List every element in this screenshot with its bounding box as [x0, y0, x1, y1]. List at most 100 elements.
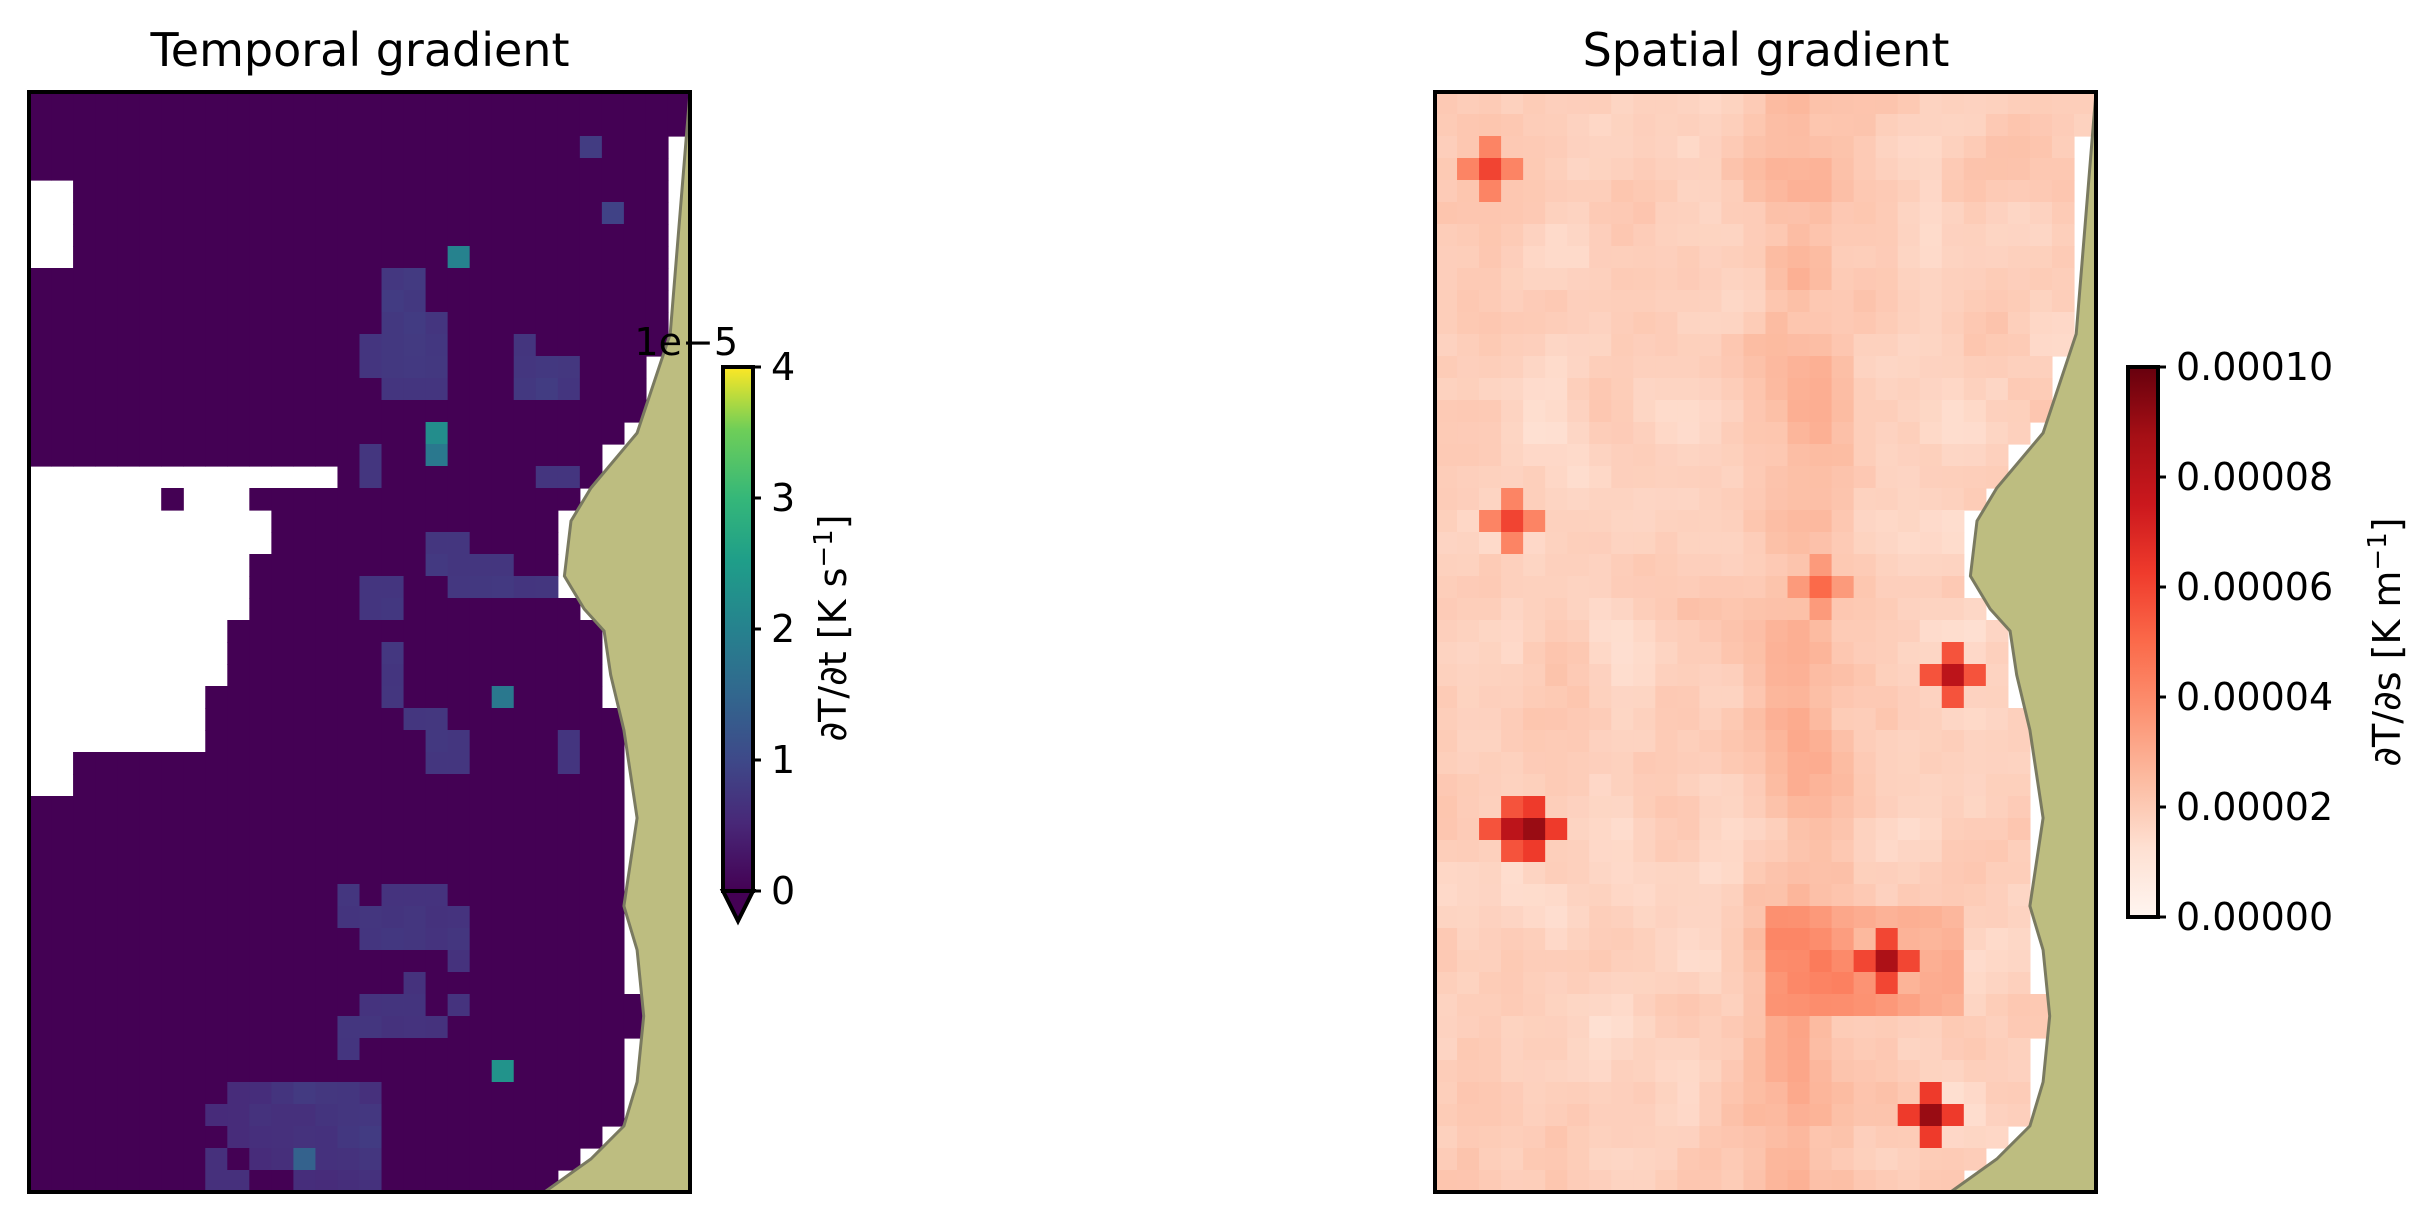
heatmap-cell [51, 444, 74, 467]
heatmap-cell [161, 1060, 184, 1083]
heatmap-cell [381, 466, 405, 489]
heatmap-cell [249, 1126, 272, 1149]
heatmap-cell [491, 884, 515, 907]
heatmap-cell [513, 488, 537, 511]
heatmap-cell [227, 224, 250, 247]
heatmap-cell [271, 906, 294, 929]
heatmap-cell [1721, 928, 1745, 951]
heatmap-cell [1919, 488, 1943, 511]
heatmap-cell [1721, 268, 1745, 291]
heatmap-cell [73, 994, 96, 1017]
heatmap-cell [1875, 158, 1899, 181]
heatmap-cell [1523, 598, 1546, 621]
heatmap-cell [161, 972, 184, 995]
heatmap-cell [293, 840, 317, 863]
heatmap-cell [1941, 400, 1965, 423]
heatmap-cell [535, 906, 559, 929]
heatmap-cell [359, 642, 383, 665]
heatmap-cell [95, 994, 118, 1017]
heatmap-cell [1523, 620, 1546, 643]
heatmap-cell [1567, 730, 1590, 753]
heatmap-cell [1919, 510, 1943, 533]
heatmap-cell [271, 950, 294, 973]
heatmap-cell [1853, 312, 1877, 335]
heatmap-cell [535, 1148, 559, 1171]
heatmap-cell [1875, 532, 1899, 555]
heatmap-cell [1875, 378, 1899, 401]
heatmap-cell [51, 334, 74, 357]
heatmap-cell [2051, 158, 2075, 181]
heatmap-cell [601, 92, 625, 115]
heatmap-cell [447, 576, 471, 599]
heatmap-cell [1677, 818, 1700, 841]
heatmap-cell [1919, 92, 1943, 115]
heatmap-cell [315, 290, 339, 313]
heatmap-cell [183, 180, 206, 203]
heatmap-cell [95, 114, 118, 137]
heatmap-cell [403, 796, 427, 819]
heatmap-cell [1831, 1104, 1855, 1127]
heatmap-cell [491, 246, 515, 269]
heatmap-cell [315, 356, 339, 379]
heatmap-cell [1875, 598, 1899, 621]
heatmap-cell [205, 818, 228, 841]
heatmap-cell [1875, 114, 1899, 137]
heatmap-cell [403, 532, 427, 555]
heatmap-cell [1875, 620, 1899, 643]
heatmap-cell [315, 774, 339, 797]
heatmap-cell [227, 202, 250, 225]
heatmap-cell [447, 158, 471, 181]
heatmap-cell [1435, 884, 1458, 907]
heatmap-cell [469, 818, 493, 841]
heatmap-cell [1897, 114, 1921, 137]
heatmap-cell [447, 422, 471, 445]
heatmap-cell [337, 1104, 361, 1127]
heatmap-cell [1809, 818, 1833, 841]
heatmap-cell [1435, 664, 1458, 687]
heatmap-cell [183, 334, 206, 357]
heatmap-cell [205, 202, 228, 225]
heatmap-cell [469, 1126, 493, 1149]
heatmap-cell [1633, 202, 1656, 225]
heatmap-cell [1765, 994, 1789, 1017]
heatmap-cell [315, 928, 339, 951]
heatmap-cell [1699, 994, 1723, 1017]
heatmap-cell [1897, 246, 1921, 269]
heatmap-cell [1523, 642, 1546, 665]
heatmap-cell [249, 774, 272, 797]
heatmap-cell [1721, 158, 1745, 181]
heatmap-cell [381, 378, 405, 401]
heatmap-cell [447, 708, 471, 731]
heatmap-cell [1677, 708, 1700, 731]
heatmap-cell [293, 774, 317, 797]
heatmap-cell [557, 708, 581, 731]
heatmap-cell [1831, 1016, 1855, 1039]
heatmap-cell [447, 1148, 471, 1171]
heatmap-cell [1765, 444, 1789, 467]
heatmap-cell [1479, 268, 1502, 291]
heatmap-cell [139, 1082, 162, 1105]
heatmap-cell [227, 158, 250, 181]
heatmap-cell [601, 1016, 625, 1039]
heatmap-cell [535, 510, 559, 533]
heatmap-cell [139, 114, 162, 137]
heatmap-cell [1699, 444, 1723, 467]
heatmap-cell [1721, 708, 1745, 731]
heatmap-cell [1589, 796, 1612, 819]
heatmap-cell [1831, 884, 1855, 907]
heatmap-cell [2051, 180, 2075, 203]
heatmap-cell [469, 928, 493, 951]
heatmap-cell [1633, 708, 1656, 731]
heatmap-cell [1985, 818, 2009, 841]
heatmap-cell [1787, 642, 1811, 665]
heatmap-cell [1853, 884, 1877, 907]
heatmap-cell [425, 730, 449, 753]
heatmap-cell [227, 796, 250, 819]
heatmap-cell [227, 400, 250, 423]
heatmap-cell [403, 950, 427, 973]
heatmap-cell [1567, 1060, 1590, 1083]
heatmap-cell [73, 774, 96, 797]
heatmap-cell [161, 1104, 184, 1127]
heatmap-cell [337, 158, 361, 181]
heatmap-cell [315, 400, 339, 423]
